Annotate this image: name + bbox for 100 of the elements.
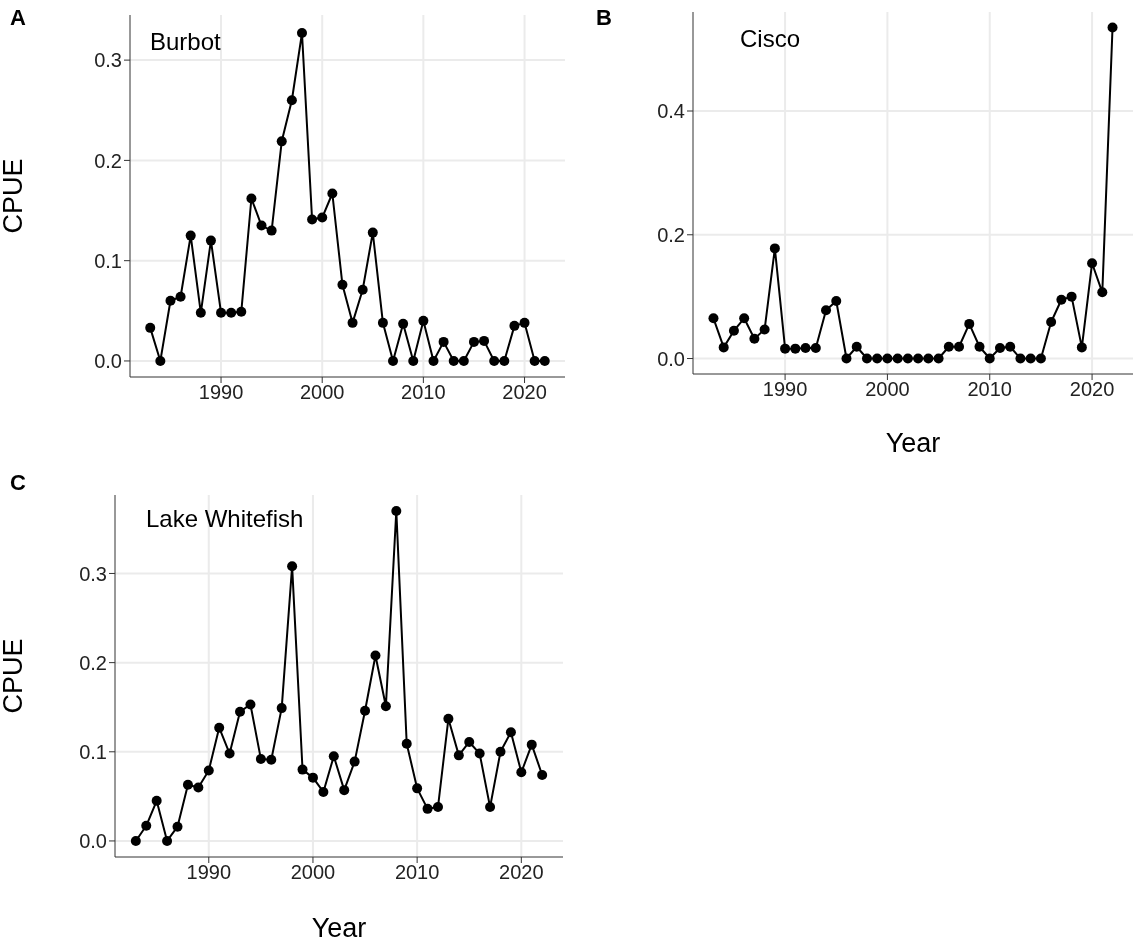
y-tick-label: 0.4 bbox=[657, 100, 685, 123]
y-axis-title: CPUE bbox=[0, 638, 28, 714]
point bbox=[913, 353, 924, 364]
point bbox=[923, 353, 934, 364]
point bbox=[851, 341, 862, 352]
point bbox=[185, 230, 196, 241]
point bbox=[464, 736, 475, 747]
point bbox=[1066, 291, 1077, 302]
point bbox=[448, 355, 459, 366]
chart-title: Lake Whitefish bbox=[146, 505, 304, 533]
point bbox=[391, 506, 402, 517]
text: Cisco bbox=[740, 25, 801, 53]
point bbox=[398, 318, 409, 329]
point bbox=[328, 751, 339, 762]
point bbox=[810, 343, 821, 354]
text: A bbox=[10, 5, 26, 31]
point bbox=[203, 765, 214, 776]
text: Burbot bbox=[150, 28, 221, 56]
point bbox=[984, 353, 995, 364]
point bbox=[337, 279, 348, 290]
point bbox=[339, 785, 350, 796]
point bbox=[1025, 353, 1036, 364]
x-tick-label: 2020 bbox=[502, 381, 547, 404]
point bbox=[193, 782, 204, 793]
x-axis-title: Year bbox=[885, 428, 941, 458]
x-tick-label: 2000 bbox=[865, 378, 910, 401]
point bbox=[800, 343, 811, 354]
point bbox=[296, 28, 307, 39]
point bbox=[347, 317, 358, 328]
point bbox=[256, 220, 267, 231]
point bbox=[318, 786, 329, 797]
point bbox=[954, 341, 965, 352]
point bbox=[195, 307, 206, 318]
point bbox=[539, 355, 550, 366]
point bbox=[902, 353, 913, 364]
point bbox=[1035, 353, 1046, 364]
point bbox=[245, 699, 256, 710]
point bbox=[255, 753, 266, 764]
point bbox=[286, 95, 297, 106]
point bbox=[943, 341, 954, 352]
point bbox=[266, 225, 277, 236]
point bbox=[162, 835, 173, 846]
point bbox=[759, 324, 770, 335]
point bbox=[327, 188, 338, 199]
point bbox=[443, 713, 454, 724]
point bbox=[790, 343, 801, 354]
point bbox=[933, 353, 944, 364]
y-tick-label: 0.2 bbox=[79, 651, 107, 674]
point bbox=[739, 313, 750, 324]
point bbox=[401, 738, 412, 749]
point bbox=[516, 767, 527, 778]
point bbox=[526, 739, 537, 750]
y-tick-label: 0.0 bbox=[657, 347, 685, 370]
point bbox=[182, 779, 193, 790]
point bbox=[349, 756, 360, 767]
point bbox=[380, 701, 391, 712]
x-tick-label: 2010 bbox=[967, 378, 1012, 401]
x-tick-label: 2020 bbox=[1069, 378, 1115, 401]
point bbox=[489, 355, 500, 366]
point bbox=[974, 341, 985, 352]
point bbox=[509, 320, 520, 331]
point bbox=[495, 746, 506, 757]
point bbox=[276, 703, 287, 714]
point bbox=[224, 748, 235, 759]
x-tick-label: 1990 bbox=[762, 378, 808, 401]
point bbox=[145, 322, 156, 333]
point bbox=[360, 705, 371, 716]
y-tick-label: 0.0 bbox=[79, 830, 107, 853]
point bbox=[236, 306, 247, 317]
point bbox=[1056, 294, 1067, 305]
point bbox=[357, 284, 368, 295]
point bbox=[1046, 317, 1057, 328]
point bbox=[1005, 341, 1016, 352]
point bbox=[432, 802, 443, 813]
x-tick-label: 2020 bbox=[499, 861, 544, 884]
point bbox=[276, 136, 287, 147]
x-tick-label: 2000 bbox=[290, 861, 336, 884]
x-axis-title: Year bbox=[311, 913, 367, 943]
point bbox=[718, 342, 729, 353]
point bbox=[151, 795, 162, 806]
point bbox=[780, 343, 791, 354]
point bbox=[214, 722, 225, 733]
point bbox=[1107, 22, 1118, 33]
point bbox=[1076, 342, 1087, 353]
point bbox=[728, 325, 739, 336]
point bbox=[216, 307, 227, 318]
y-tick-label: 0.3 bbox=[94, 49, 122, 72]
y-tick-label: 0.3 bbox=[79, 562, 107, 585]
point bbox=[388, 355, 399, 366]
point bbox=[235, 706, 246, 717]
point bbox=[370, 650, 381, 661]
point bbox=[317, 212, 328, 223]
y-tick-label: 0.0 bbox=[94, 350, 122, 373]
point bbox=[821, 305, 832, 316]
point bbox=[412, 783, 423, 794]
point bbox=[468, 336, 479, 347]
point bbox=[872, 353, 883, 364]
point bbox=[205, 235, 216, 246]
point bbox=[428, 355, 439, 366]
x-tick-label: 2000 bbox=[299, 381, 345, 404]
